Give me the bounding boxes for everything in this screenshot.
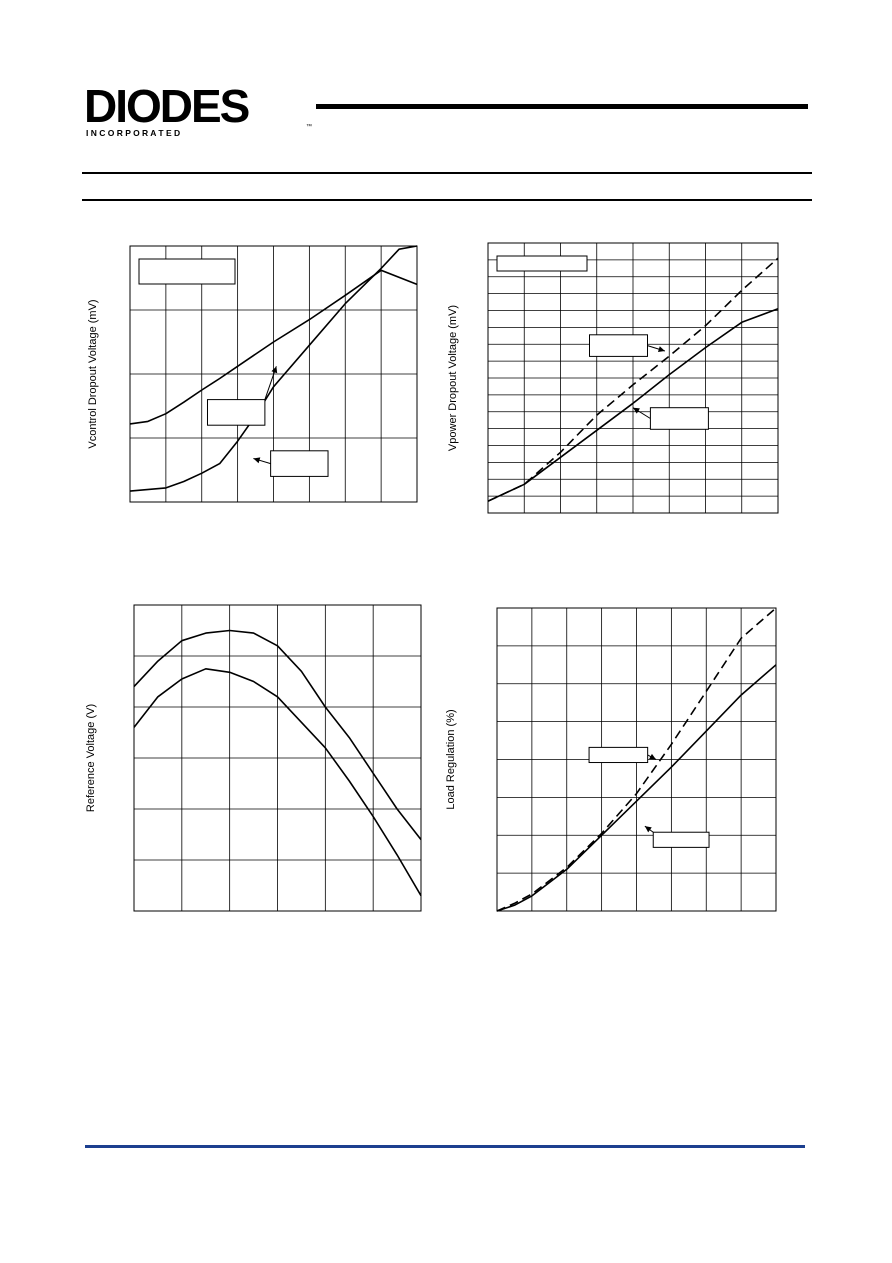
plot-frame <box>129 245 418 503</box>
y-axis-label: Vcontrol Dropout Voltage (mV) <box>87 299 99 448</box>
series-line-1 <box>487 257 779 502</box>
callout-box <box>206 399 266 426</box>
header-rule-top <box>82 172 812 174</box>
plot-frame <box>133 604 422 912</box>
series-line-2 <box>133 668 422 897</box>
series-line-2 <box>496 664 777 912</box>
callout-arrowhead <box>649 753 657 760</box>
callout-box <box>589 334 648 357</box>
callout-box <box>652 831 710 848</box>
callout-box <box>588 746 649 764</box>
footer-rule <box>85 1145 805 1148</box>
y-axis-label: Reference Voltage (V) <box>85 704 97 812</box>
legend-box <box>496 255 588 272</box>
callout-arrowhead <box>253 457 261 464</box>
series-line-2 <box>487 308 779 502</box>
logo-subtext: I N C O R P O R A T E D <box>86 128 180 138</box>
plot-frame <box>496 607 777 912</box>
logo-rule <box>316 104 808 109</box>
chart-vcontrol-dropout: Vcontrol Dropout Voltage (mV) <box>87 245 418 503</box>
diodes-logo: DIODES I N C O R P O R A T E D ™ <box>84 80 312 138</box>
series-line-1 <box>496 607 777 912</box>
plot-frame <box>487 242 779 514</box>
legend-box <box>138 258 236 285</box>
chart-vpower-dropout: Vpower Dropout Voltage (mV) <box>447 242 779 514</box>
chart-reference-voltage: Reference Voltage (V) <box>85 604 422 912</box>
callout-arrowhead <box>271 366 278 374</box>
logo-trademark: ™ <box>306 123 312 130</box>
header-rule-bottom <box>82 199 812 201</box>
chart-load-regulation: Load Regulation (%) <box>445 607 777 912</box>
series-line-1 <box>133 629 422 841</box>
callout-arrowhead <box>633 407 640 414</box>
logo-wordmark: DIODES <box>84 80 249 132</box>
callout-box <box>270 450 329 477</box>
callout-box <box>649 407 709 430</box>
y-axis-label: Load Regulation (%) <box>445 709 457 809</box>
callout-arrowhead <box>657 346 665 353</box>
y-axis-label: Vpower Dropout Voltage (mV) <box>447 305 459 451</box>
series-line-1 <box>129 269 418 425</box>
callout-arrowhead <box>644 826 652 833</box>
